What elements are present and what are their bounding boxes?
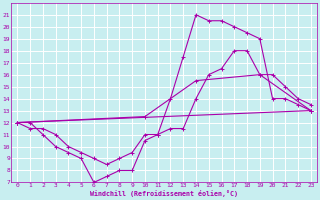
X-axis label: Windchill (Refroidissement éolien,°C): Windchill (Refroidissement éolien,°C) [90,190,238,197]
